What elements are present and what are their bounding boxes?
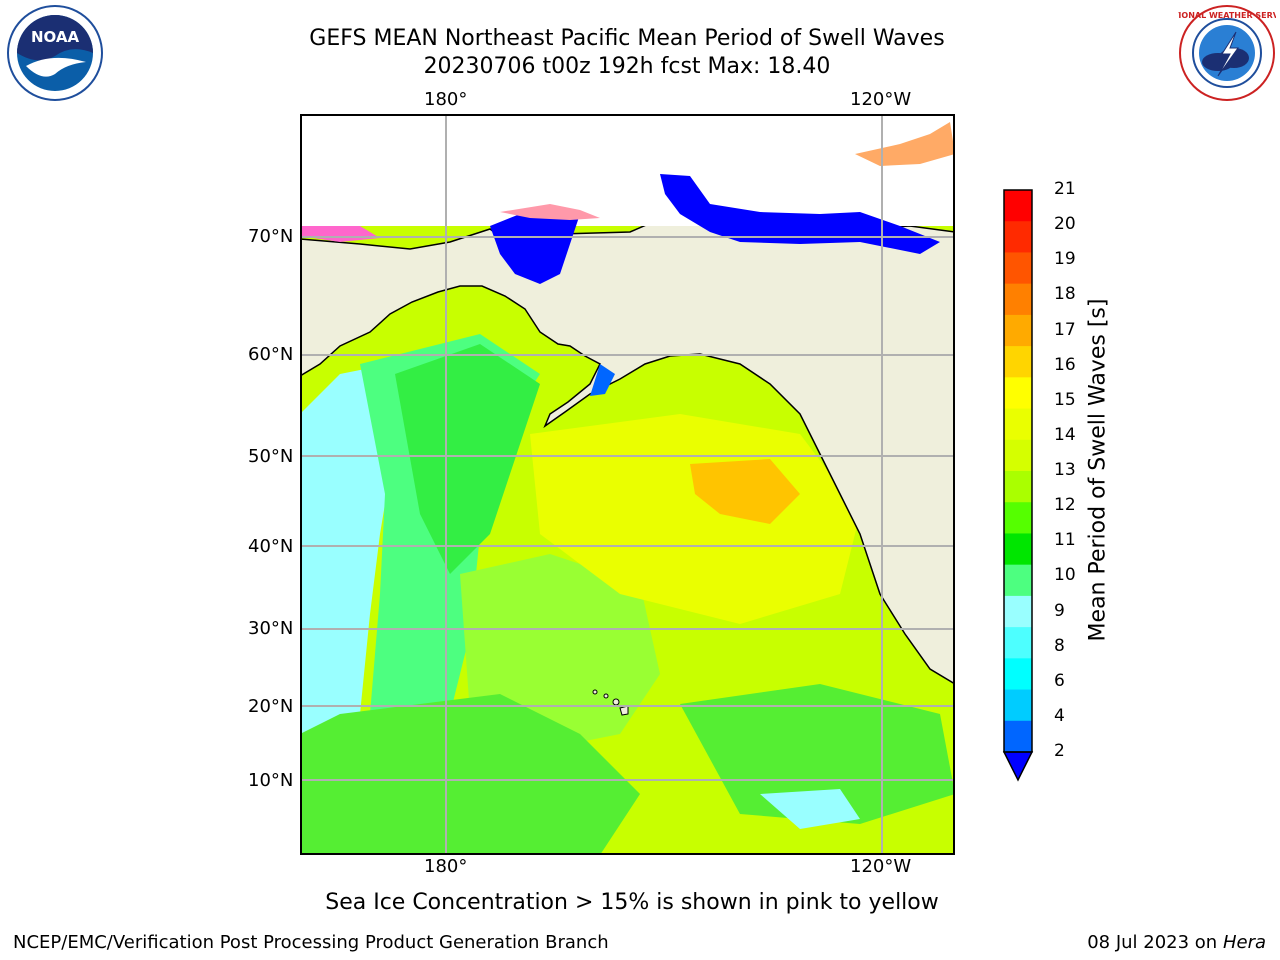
period-10-11-southeast-region [680,684,955,824]
colorbar-frame [1003,189,1033,753]
hawaii-island [612,698,620,706]
colorbar-tick-label: 8 [1054,635,1065,656]
colorbar-tick-label: 21 [1054,179,1076,199]
lon-label-top-120w: 120°W [850,89,912,110]
lat-label-10n: 10°N [248,770,294,791]
graticule [300,114,955,855]
lon-label-bottom-180: 180° [424,856,468,877]
nws-logo: NATIONAL WEATHER SERVICE [1178,5,1276,101]
period-16-17-region [690,459,800,524]
footer-producer: NCEP/EMC/Verification Post Processing Pr… [13,932,609,953]
map-title: GEFS MEAN Northeast Pacific Mean Period … [309,26,945,51]
map-frame [300,114,955,855]
colorbar-band [1004,221,1032,253]
colorbar-band [1004,502,1032,534]
colorbar-band [1004,689,1032,722]
colorbar-band [1004,595,1032,628]
hawaii-big-island [619,705,629,716]
lat-label-20n: 20°N [248,696,294,717]
colorbar-extend-arrow [1002,751,1034,782]
colorbar-tick-label: 16 [1054,354,1076,375]
footer-date: 08 Jul 2023 on Hera [1087,932,1266,953]
swell-period-map [300,114,955,855]
sea-ice-edge-chukchi [500,204,600,220]
colorbar-tick-label: 4 [1054,705,1065,726]
colorbar-tick-label: 20 [1054,214,1076,235]
colorbar-band [1004,283,1032,316]
period-14-15-region [530,414,860,624]
colorbar-tick-label: 13 [1054,460,1076,480]
period-8-9-southeast-spot [760,789,860,829]
noaa-logo: NOAA [7,5,103,101]
colorbar-tick-label: 9 [1054,600,1065,621]
period-10-11-south-region [300,694,640,855]
low-period-bristol [590,364,615,396]
colorbar-tick-label: 15 [1054,389,1076,410]
colorbar-band [1004,252,1032,285]
lat-label-70n: 70°N [248,226,294,247]
lat-label-30n: 30°N [248,618,294,639]
nws-logo-text: NATIONAL WEATHER SERVICE [1178,11,1276,20]
colorbar-band [1004,564,1032,597]
footer-date-text: 08 Jul 2023 on [1087,932,1223,953]
colorbar-tick-label: 10 [1054,565,1076,586]
period-10-11-region [395,344,540,574]
lat-label-60n: 60°N [248,344,294,365]
colorbar-band [1004,658,1032,691]
colorbar-tick-label: 11 [1054,530,1076,551]
sea-ice-beaufort [660,174,940,254]
colorbar-band [1004,720,1032,753]
colorbar-band [1004,377,1032,410]
colorbar-tick-label: 19 [1054,249,1076,270]
colorbar-band [1004,314,1032,347]
lat-label-50n: 50°N [248,446,294,467]
lon-label-top-180: 180° [424,89,468,110]
map-subtitle: 20230706 t00z 192h fcst Max: 18.40 [423,54,831,79]
colorbar-band [1004,533,1032,566]
arctic-no-data [300,114,955,226]
lat-label-40n: 40°N [248,536,294,557]
colorbar-band [1004,471,1032,503]
colorbar-band [1004,190,1032,222]
colorbar-band [1004,408,1032,441]
colorbar [1002,189,1034,782]
colorbar-band [1004,439,1032,472]
hawaii-island [603,693,609,699]
sea-ice-edge-arctic-islands [855,122,955,166]
colorbar-tick-label: 2 [1054,741,1065,761]
noaa-logo-text: NOAA [31,28,80,46]
colorbar-tick-label: 6 [1054,670,1065,691]
colorbar-band [1004,627,1032,659]
footer-machine: Hera [1222,932,1266,953]
colorbar-band [1004,346,1032,378]
colorbar-title: Mean Period of Swell Waves [s] [1085,298,1111,642]
colorbar-tick-label: 17 [1054,319,1076,340]
sea-ice-chukchi [490,209,580,284]
colorbar-tick-label: 18 [1054,284,1076,305]
lon-label-bottom-120w: 120°W [850,856,912,877]
sea-ice-caption: Sea Ice Concentration > 15% is shown in … [325,890,939,915]
colorbar-tick-label: 14 [1054,424,1076,445]
colorbar-tick-label: 12 [1054,495,1076,516]
hawaii-island [592,689,598,695]
